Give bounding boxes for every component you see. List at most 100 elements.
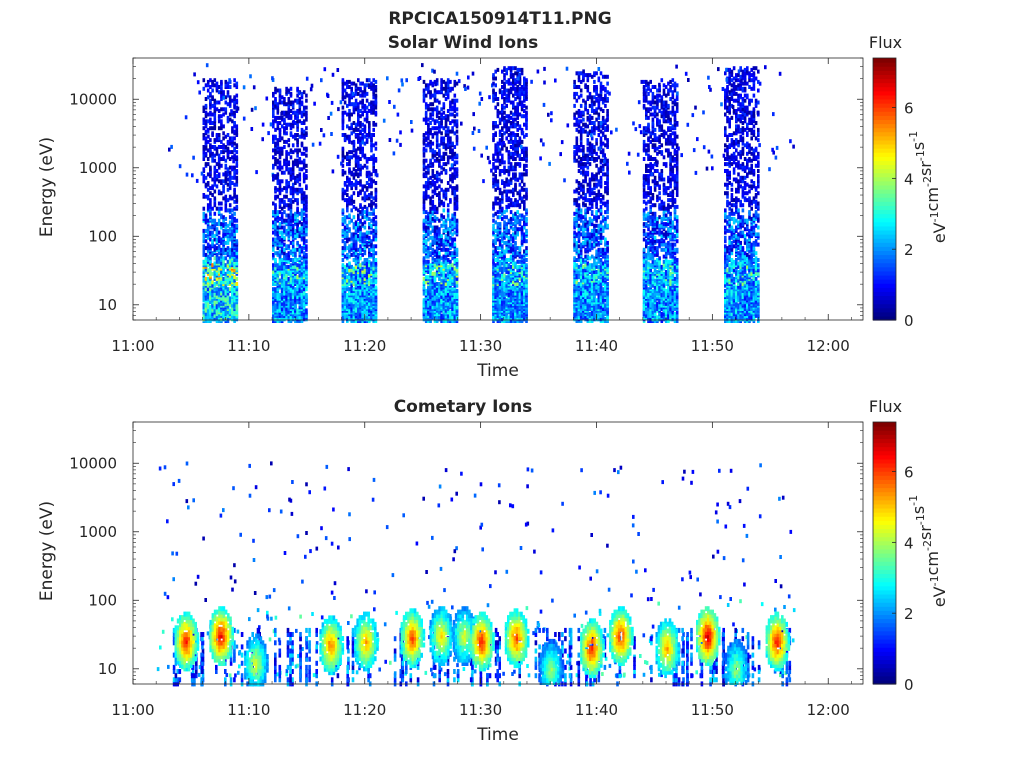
- flux-cell: [294, 162, 297, 167]
- flux-cell: [501, 153, 504, 158]
- flux-cell: [205, 63, 209, 68]
- flux-cell: [233, 141, 236, 146]
- flux-cell: [365, 138, 369, 143]
- flux-cell: [222, 112, 225, 117]
- flux-cell: [431, 199, 435, 204]
- flux-cell: [400, 78, 404, 83]
- flux-cell: [276, 306, 280, 313]
- flux-cell: [250, 127, 254, 131]
- flux-cell: [211, 230, 214, 235]
- flux-cell: [222, 222, 225, 227]
- flux-cell: [184, 115, 188, 120]
- flux-cell: [294, 270, 297, 274]
- flux-cell: [211, 88, 214, 93]
- flux-cell: [291, 247, 295, 252]
- flux-cell: [235, 155, 239, 160]
- flux-cell: [220, 126, 223, 131]
- flux-cell: [289, 114, 293, 119]
- flux-cell: [202, 235, 206, 240]
- flux-cell: [505, 146, 508, 151]
- flux-cell: [215, 81, 219, 86]
- flux-cell: [283, 158, 286, 163]
- flux-cell: [287, 100, 291, 105]
- flux-cell: [204, 310, 208, 317]
- flux-cell: [220, 79, 223, 84]
- flux-cell: [272, 210, 275, 215]
- flux-cell: [202, 133, 206, 137]
- flux-cell: [215, 293, 219, 299]
- flux-cell: [289, 249, 293, 254]
- flux-cell: [231, 175, 234, 180]
- flux-cell: [215, 310, 219, 317]
- flux-cell: [435, 206, 439, 211]
- flux-cell: [424, 158, 428, 163]
- flux-cell: [285, 305, 288, 311]
- flux-cell: [455, 107, 459, 112]
- flux-cell: [280, 215, 284, 220]
- flux-cell: [294, 278, 297, 283]
- flux-cell: [226, 228, 230, 233]
- flux-cell: [294, 301, 297, 308]
- flux-cell: [215, 206, 219, 211]
- flux-cell: [235, 204, 239, 209]
- figure-title: RPCICA150914T11.PNG: [388, 9, 611, 29]
- flux-cell: [206, 181, 210, 185]
- flux-cell: [228, 296, 232, 303]
- flux-cell: [274, 127, 277, 132]
- flux-cell: [220, 107, 223, 112]
- flux-cell: [278, 127, 282, 132]
- flux-cell: [374, 234, 378, 239]
- flux-cell: [233, 258, 236, 262]
- flux-cell: [250, 107, 254, 112]
- flux-cell: [283, 310, 286, 317]
- flux-cell: [228, 85, 232, 89]
- flux-cell: [305, 208, 308, 213]
- flux-cell: [220, 306, 223, 313]
- flux-cell: [274, 97, 277, 101]
- flux-cell: [289, 301, 293, 308]
- flux-cell: [331, 169, 335, 174]
- flux-cell: [291, 244, 295, 249]
- flux-cell: [440, 131, 443, 136]
- flux-cell: [211, 283, 214, 288]
- flux-cell: [460, 121, 463, 126]
- flux-cell: [206, 148, 210, 153]
- flux-cell: [296, 222, 299, 227]
- flux-cell: [287, 225, 291, 230]
- flux-cell: [305, 114, 308, 119]
- flux-cell: [296, 93, 299, 98]
- flux-cell: [233, 182, 236, 187]
- flux-cell: [298, 244, 302, 249]
- flux-cell: [231, 196, 234, 201]
- flux-cell: [341, 208, 345, 213]
- flux-cell: [297, 91, 301, 96]
- flux-cell: [274, 86, 277, 91]
- flux-cell: [222, 145, 225, 150]
- flux-cell: [224, 110, 228, 115]
- flux-cell: [283, 287, 286, 292]
- flux-cell: [228, 177, 232, 182]
- flux-cell: [226, 90, 230, 95]
- flux-cell: [278, 167, 282, 172]
- flux-cell: [374, 157, 378, 161]
- flux-cell: [204, 213, 208, 218]
- flux-cell: [455, 71, 459, 76]
- flux-cell: [341, 163, 345, 168]
- flux-cell: [209, 230, 212, 235]
- flux-cell: [374, 198, 378, 203]
- flux-cell: [287, 198, 291, 203]
- flux-cell: [350, 194, 353, 199]
- flux-cell: [289, 278, 293, 283]
- flux-cell: [276, 158, 280, 163]
- flux-cell: [285, 139, 288, 144]
- flux-cell: [272, 119, 275, 124]
- flux-cell: [354, 83, 358, 88]
- flux-cell: [233, 153, 236, 158]
- flux-cell: [206, 313, 210, 320]
- flux-cell: [374, 85, 378, 89]
- flux-cell: [368, 127, 371, 132]
- flux-cell: [276, 138, 280, 143]
- flux-cell: [374, 273, 378, 278]
- flux-cell: [287, 160, 291, 165]
- flux-cell: [291, 278, 295, 283]
